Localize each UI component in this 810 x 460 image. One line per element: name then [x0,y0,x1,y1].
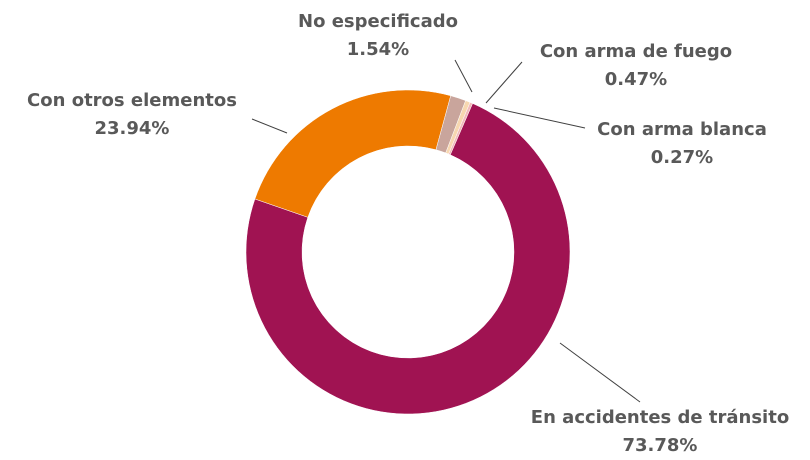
leader-line [559,342,641,403]
slice-value-label: 73.78% [623,435,698,456]
slice-label: En accidentes de tránsito [531,407,789,428]
leader-line [485,61,523,104]
slice-value-label: 0.27% [651,147,713,168]
slice-value-label: 0.47% [605,69,667,90]
donut-slice [254,89,452,218]
leader-line [493,107,586,129]
leader-line [454,59,473,93]
leader-line [251,118,288,134]
slice-value-label: 1.54% [347,39,409,60]
slice-label: Con otros elementos [27,90,237,111]
slice-label: Con arma de fuego [540,41,732,62]
donut-slice [245,103,571,415]
slice-label: No especificado [298,11,458,32]
donut-slice [448,102,473,156]
slice-value-label: 23.94% [95,118,170,139]
slice-label: Con arma blanca [597,119,767,140]
